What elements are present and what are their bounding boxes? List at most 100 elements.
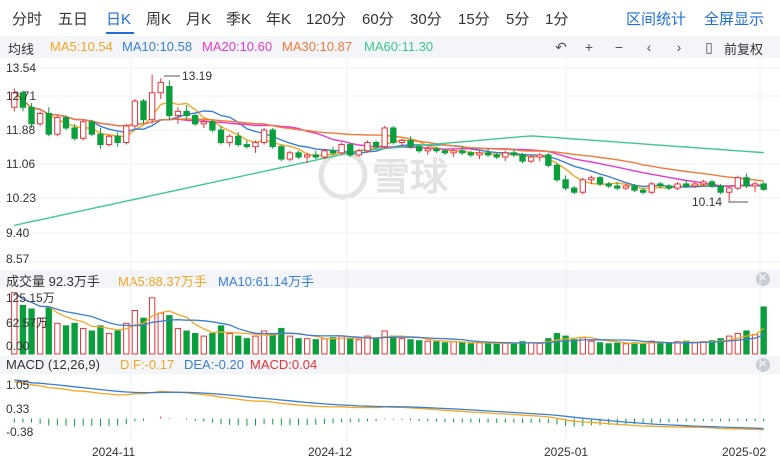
watermark-text: 雪球 [372,157,449,199]
candle-body [286,152,294,160]
tab-60min[interactable]: 60分 [362,11,394,28]
candle-body [105,135,113,146]
tab-five-day[interactable]: 五日 [58,11,89,28]
candle-body [62,117,70,129]
candle-body [519,154,526,162]
low-annotation: 10.14 [692,195,722,209]
macd-lines [14,379,764,431]
candle-body [269,129,276,148]
volume-bar [734,333,742,355]
volume-tick-0: 125.15万 [6,291,55,305]
macd-tick-1: 0.33 [6,402,30,416]
volume-series [11,292,767,355]
candle-body [390,127,397,143]
volume-bar [708,340,716,355]
tab-120min[interactable]: 120分 [306,11,347,28]
volume-bar [588,340,595,355]
candle-body [295,152,302,158]
volume-bar [54,322,61,355]
candle-body [510,152,518,156]
volume-bar [105,333,113,355]
candle-body [235,135,242,146]
close-macd-icon[interactable]: ✕ [756,358,770,372]
tab-weekly-k[interactable]: 周K [146,11,172,28]
zoom-in-icon[interactable]: + [584,39,594,55]
macd-dif: DIF:-0.17 [120,357,175,372]
candle-body [45,112,52,135]
candle-body [166,86,173,117]
candle-body [579,179,586,193]
candle-body [459,150,466,154]
scroll-left-icon[interactable]: ‹ [646,39,652,55]
volume-bar [381,330,388,355]
candle-body [467,152,474,156]
volume-bar [217,325,225,355]
tab-1min[interactable]: 1分 [545,11,569,28]
volume-bar [691,342,698,355]
price-tick-3: 11.06 [6,157,35,171]
volume-bar [639,342,647,355]
tab-daily-k[interactable]: 日K [106,11,132,28]
tab-quarterly-k[interactable]: 季K [226,11,252,28]
candle-body [562,179,569,189]
interval-stats-link[interactable]: 区间统计 [626,11,687,28]
volume-bar [269,333,276,355]
tab-15min[interactable]: 15分 [458,11,490,28]
volume-bar [11,292,18,355]
volume-bar [88,330,95,355]
volume-bar [743,330,750,355]
candle-body [338,144,345,154]
volume-ma-lines [13,292,765,345]
timeframe-tabs: 分时 五日 日K 周K 月K 季K 年K 120分 60分 30分 15分 5分… [0,0,780,36]
volume-bar [433,341,440,355]
macd-histogram [13,416,765,427]
candle-body [80,121,87,139]
volume-bar [674,341,681,355]
candle-body [639,189,647,193]
volume-bar [295,338,302,355]
scroll-right-icon[interactable]: › [676,39,682,55]
tab-yearly-k[interactable]: 年K [266,11,292,28]
volume-bar [502,342,509,355]
candle-body [19,92,27,108]
candle-body [674,183,681,189]
candle-body [433,148,440,152]
candle-body [631,185,638,191]
adjustment-select[interactable]: 前复权 [724,42,764,57]
volume-bar [372,338,380,355]
volume-bar [579,337,586,355]
macd-dea: DEA:-0.20 [184,357,244,372]
volume-bar [321,338,328,355]
tab-intraday[interactable]: 分时 [12,11,43,28]
zoom-out-icon[interactable]: − [614,39,624,55]
macd-tick-0: 1.05 [6,378,30,392]
close-volume-icon[interactable]: ✕ [756,272,770,286]
tab-5min[interactable]: 5分 [506,11,530,28]
volume-bar [192,333,199,355]
tab-monthly-k[interactable]: 月K [186,11,212,28]
fullscreen-link[interactable]: 全屏显示 [704,11,765,28]
volume-bar [717,338,724,355]
candle-style-icon[interactable]: ▯ [705,39,713,55]
volume-bar [278,327,285,355]
volume-bar [683,340,690,355]
volume-bar [484,342,492,355]
candle-body [683,183,690,187]
tab-30min[interactable]: 30分 [410,11,442,28]
watermark: 雪球 [318,150,449,200]
volume-bar [510,342,518,355]
undo-icon[interactable]: ↶ [555,39,567,55]
volume-bar [62,325,70,355]
volume-bar [28,308,35,355]
volume-bar [123,322,130,355]
volume-bar [114,330,121,355]
volume-bar [347,338,354,355]
ma30-value: MA30:10.87 [282,39,353,54]
volume-legend-bar: 成交量 92.3万手 MA5:88.37万手 MA10:61.14万手 ✕ [0,270,780,289]
volume-bar [493,343,500,355]
volume-bar [286,335,294,355]
candle-body [708,181,716,187]
candle-body [157,81,164,94]
volume-bar [751,334,759,355]
